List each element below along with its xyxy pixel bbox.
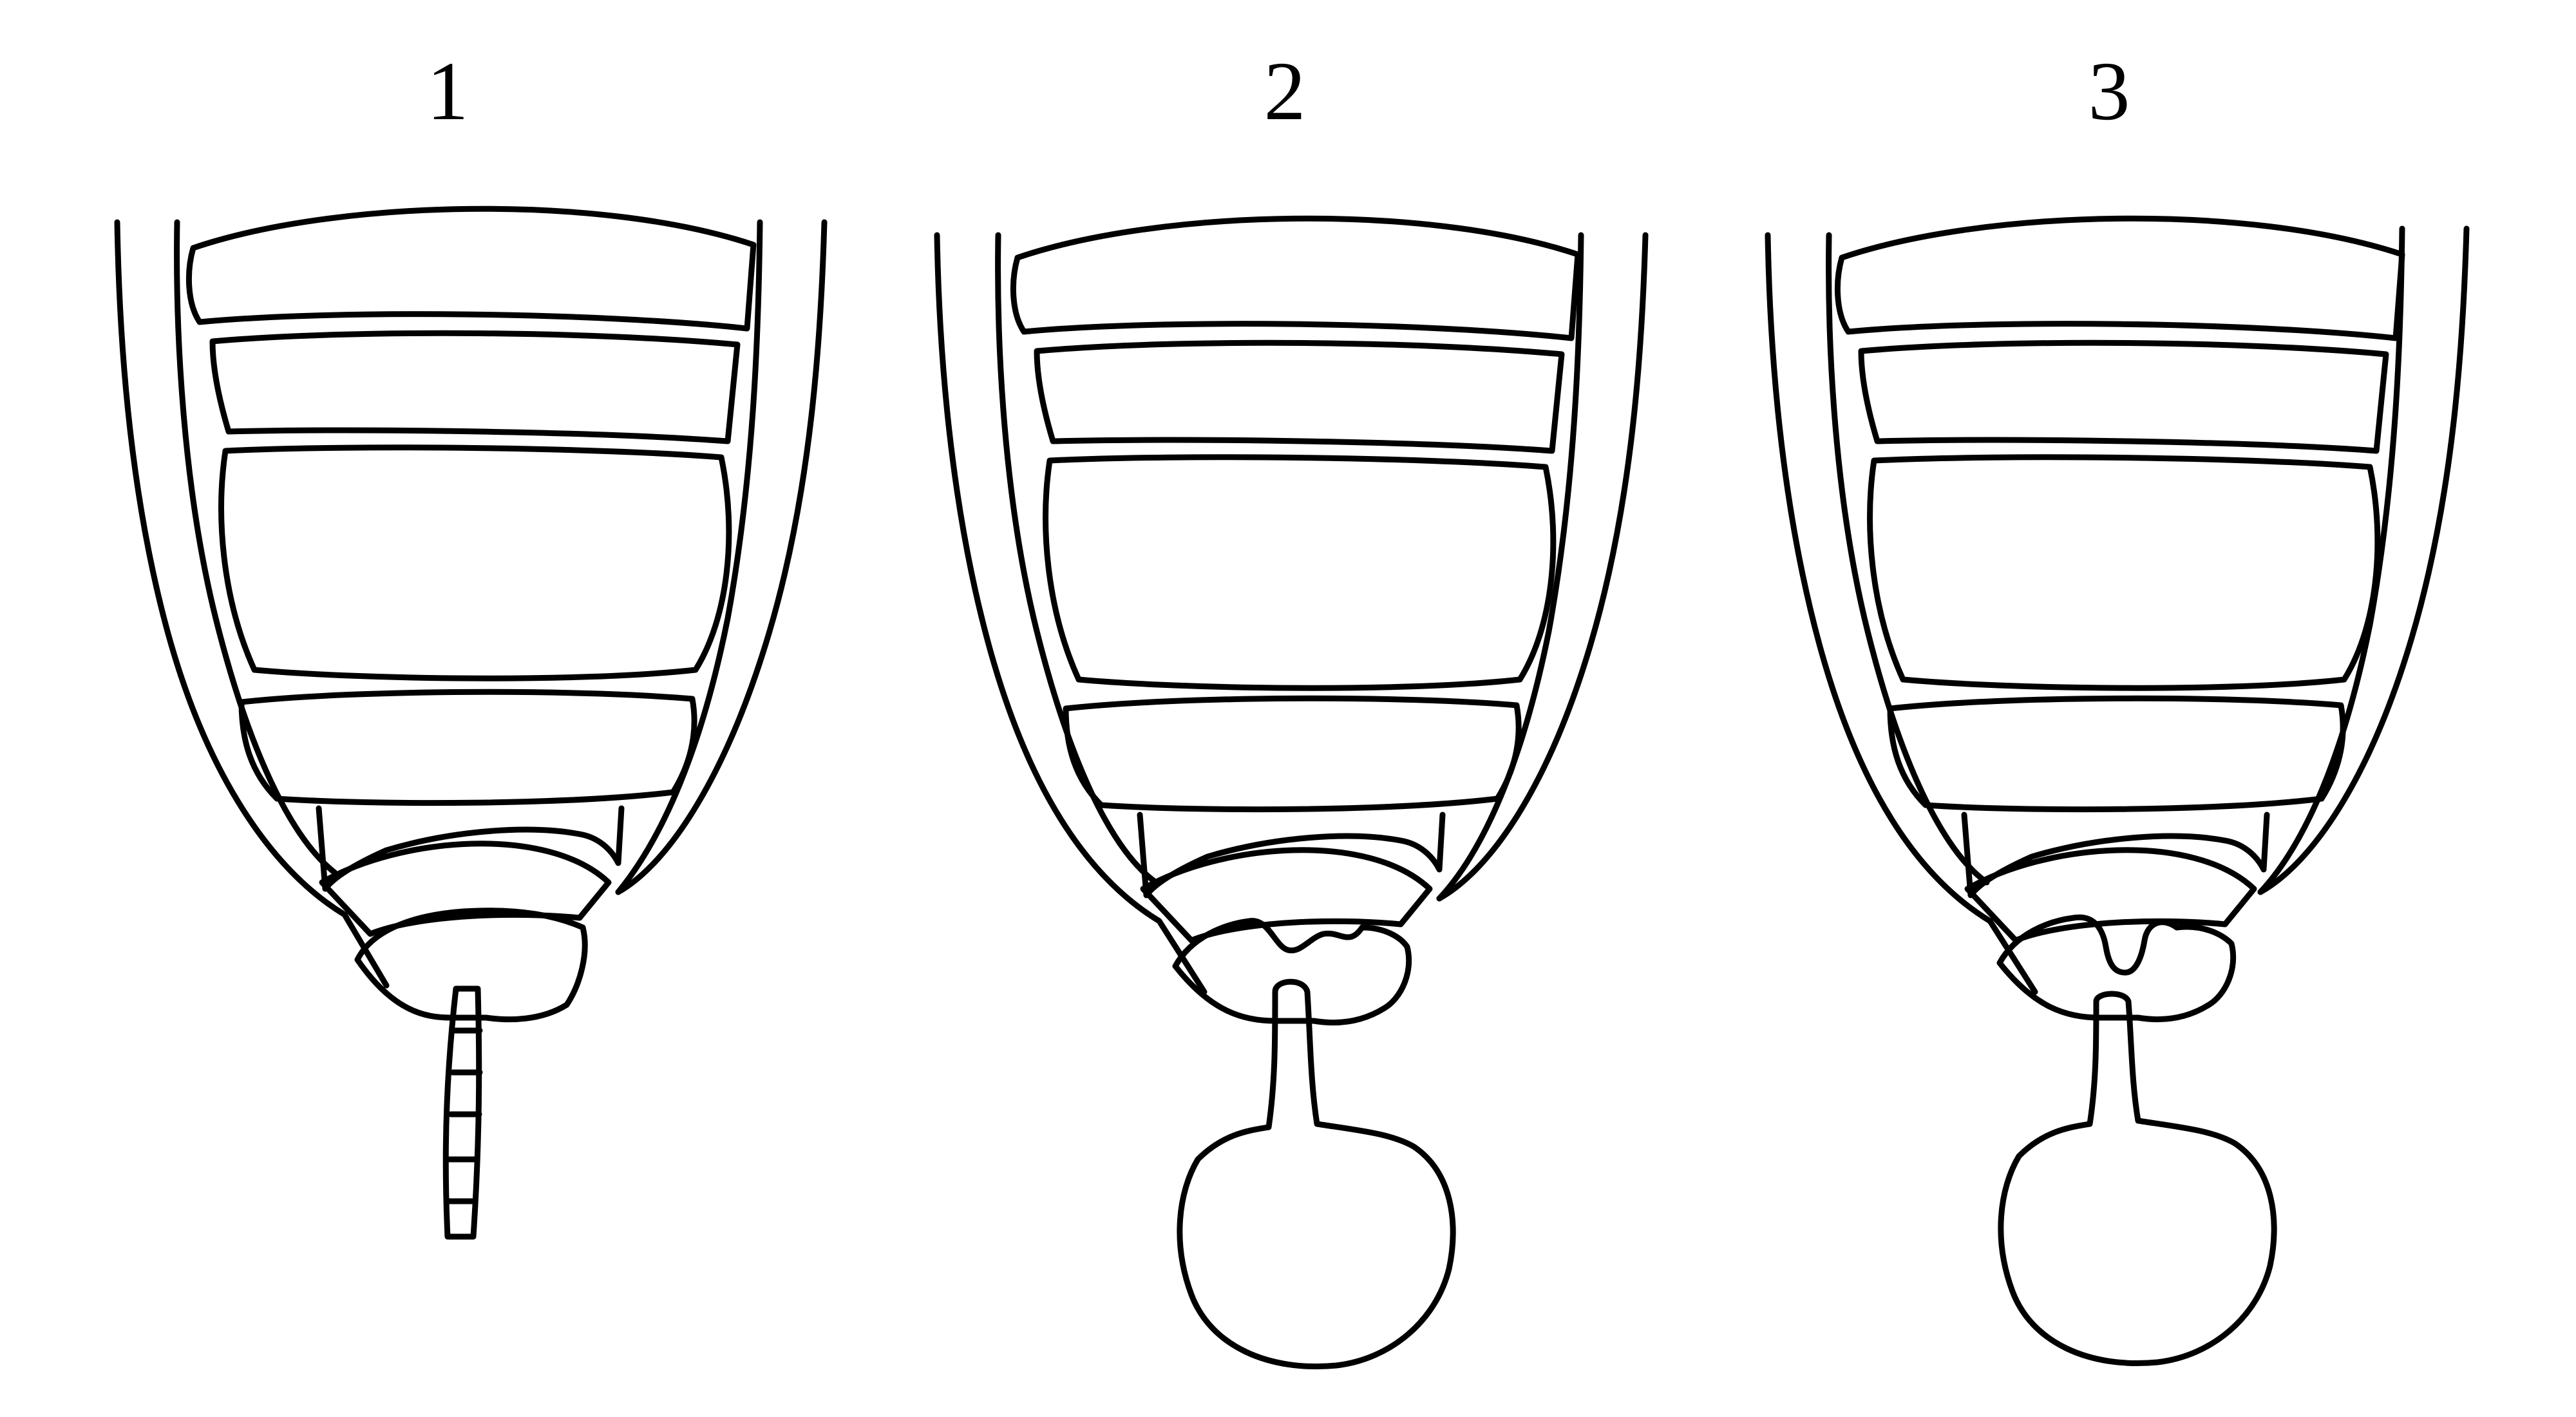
segment-1 — [1834, 215, 2405, 341]
lower-plate — [1140, 847, 1433, 944]
panel-label: 2 — [1264, 45, 1306, 138]
segment-3 — [218, 444, 732, 681]
segment-1 — [185, 205, 757, 332]
body-outline-inner-left — [1826, 232, 1990, 886]
segment-3 — [1867, 454, 2381, 691]
segment-2 — [209, 330, 741, 444]
bulb-organ — [1177, 978, 1456, 1369]
panel-label: 3 — [2088, 45, 2130, 138]
body-outline-right — [615, 219, 828, 895]
segment-1 — [1010, 215, 1581, 341]
panel-1: 1 — [114, 45, 828, 1240]
bulb-organ — [1998, 991, 2277, 1366]
lower-segment-frame — [1137, 812, 1446, 899]
segment-2 — [1858, 339, 2389, 454]
body-outline-right — [1436, 232, 1649, 902]
terminal-plate — [354, 908, 588, 1023]
panel-label: 1 — [427, 45, 469, 138]
segmented-tube — [442, 985, 482, 1240]
terminal-plate-deep-notch — [1996, 914, 2237, 1023]
lower-segment-frame — [1961, 812, 2270, 899]
segment-4 — [238, 689, 697, 806]
segment-4 — [1887, 695, 2346, 813]
segment-2 — [1034, 339, 1565, 454]
body-outline-inner-left — [174, 219, 338, 876]
body-outline-left — [934, 232, 1208, 995]
lower-segment-frame — [316, 805, 625, 892]
body-outline-inner-left — [995, 232, 1159, 886]
terminal-plate-notched — [1172, 918, 1412, 1026]
panel-3: 3 — [1765, 45, 2470, 1366]
body-outline-inner-right — [1436, 232, 1584, 902]
segment-3 — [1043, 454, 1557, 691]
body-outline-right — [2257, 225, 2470, 895]
lower-plate — [319, 841, 612, 937]
body-outline-inner-right — [615, 219, 763, 895]
segment-4 — [1063, 695, 1522, 813]
body-outline-left — [1765, 232, 2038, 995]
body-outline-left — [114, 219, 390, 989]
lower-plate — [1964, 847, 2257, 944]
panel-2: 2 — [934, 45, 1649, 1369]
